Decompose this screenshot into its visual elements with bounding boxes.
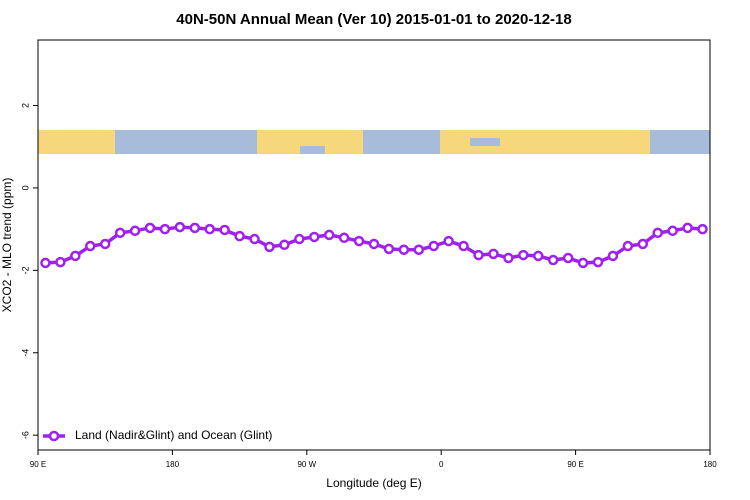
data-point bbox=[577, 257, 589, 269]
data-point bbox=[129, 225, 141, 237]
data-point bbox=[443, 235, 454, 247]
data-point bbox=[637, 238, 649, 250]
data-point bbox=[159, 223, 171, 235]
data-point bbox=[99, 238, 111, 250]
data-point bbox=[204, 223, 215, 235]
data-point bbox=[533, 250, 544, 262]
x-tick-label: 90 E bbox=[567, 460, 583, 469]
data-point bbox=[279, 239, 290, 251]
plot-frame bbox=[37, 39, 711, 451]
data-point bbox=[144, 222, 156, 234]
y-tick-label: -2 bbox=[20, 266, 30, 274]
y-axis-label: XCO2 - MLO trend (ppm) bbox=[0, 178, 14, 313]
data-point bbox=[503, 252, 514, 264]
data-point bbox=[667, 225, 678, 237]
data-point bbox=[40, 257, 51, 269]
data-point bbox=[547, 254, 559, 266]
x-tick-label: 90 E bbox=[30, 460, 46, 469]
data-point bbox=[219, 224, 230, 236]
y-tick-label: 2 bbox=[20, 103, 30, 108]
data-point bbox=[114, 227, 126, 239]
y-tick-label: -6 bbox=[20, 431, 30, 439]
data-point bbox=[338, 232, 350, 244]
data-point bbox=[697, 223, 708, 235]
data-point bbox=[652, 227, 663, 239]
x-tick-label: 180 bbox=[703, 460, 717, 469]
data-point bbox=[458, 240, 469, 252]
y-tick-label: -4 bbox=[20, 349, 30, 357]
x-tick-label: 0 bbox=[439, 460, 444, 469]
y-tick-label: 0 bbox=[20, 185, 30, 190]
data-point bbox=[428, 240, 439, 252]
data-point bbox=[398, 244, 410, 255]
data-point bbox=[249, 233, 260, 245]
data-point bbox=[368, 238, 380, 250]
data-point bbox=[85, 240, 96, 252]
data-point bbox=[622, 240, 634, 252]
map-band bbox=[38, 130, 710, 154]
data-point bbox=[55, 256, 66, 268]
chart-title: 40N-50N Annual Mean (Ver 10) 2015-01-01 … bbox=[176, 11, 571, 28]
data-point bbox=[174, 221, 186, 233]
data-point bbox=[234, 230, 245, 242]
data-point bbox=[264, 241, 275, 253]
data-point bbox=[309, 231, 320, 243]
x-tick-label: 90 W bbox=[297, 460, 316, 469]
legend-marker bbox=[48, 430, 60, 442]
data-point bbox=[562, 252, 574, 264]
data-point bbox=[189, 222, 201, 234]
data-point bbox=[488, 248, 499, 260]
data-point bbox=[383, 243, 395, 255]
data-point bbox=[518, 249, 529, 261]
data-point bbox=[294, 233, 305, 245]
data-point bbox=[473, 249, 484, 261]
data-point bbox=[70, 250, 81, 262]
data-point bbox=[323, 229, 335, 241]
x-tick-label: 180 bbox=[166, 460, 180, 469]
data-point bbox=[353, 235, 365, 247]
data-point bbox=[413, 244, 425, 255]
legend-label: Land (Nadir&Glint) and Ocean (Glint) bbox=[75, 428, 272, 442]
x-axis-label: Longitude (deg E) bbox=[326, 476, 421, 490]
data-point bbox=[682, 222, 693, 234]
data-point bbox=[607, 250, 619, 262]
data-point bbox=[592, 256, 604, 268]
